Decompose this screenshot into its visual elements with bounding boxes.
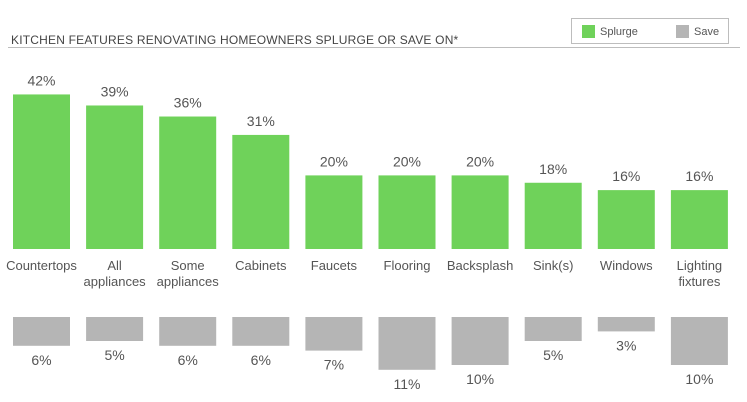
splurge-bar: [13, 94, 70, 249]
legend-item-save: Save: [676, 25, 719, 38]
save-value-label: 7%: [324, 357, 344, 373]
splurge-value-label: 16%: [685, 168, 713, 184]
legend-item-splurge: Splurge: [582, 25, 638, 38]
save-value-label: 10%: [466, 371, 494, 387]
save-bar: [13, 317, 70, 346]
category-label: Sink(s): [533, 258, 573, 273]
splurge-bar: [597, 190, 655, 249]
splurge-bar: [670, 190, 728, 249]
title-divider: [8, 47, 740, 48]
splurge-bar: [159, 116, 217, 250]
category-label: Flooring: [384, 258, 431, 273]
splurge-value-label: 31%: [247, 113, 275, 129]
legend-label-splurge: Splurge: [600, 25, 638, 38]
legend-swatch-splurge: [582, 25, 595, 38]
save-value-label: 3%: [616, 337, 636, 353]
save-bar: [670, 317, 728, 365]
splurge-bar: [451, 175, 509, 249]
splurge-value-label: 36%: [174, 95, 202, 111]
splurge-value-label: 20%: [466, 153, 494, 169]
splurge-value-label: 20%: [320, 153, 348, 169]
save-value-label: 5%: [104, 347, 124, 363]
save-bar: [86, 317, 144, 341]
splurge-value-label: 42%: [27, 72, 55, 88]
splurge-bar: [378, 175, 436, 249]
splurge-bar: [232, 134, 290, 249]
save-bar: [159, 317, 217, 346]
category-label: All appliances: [84, 258, 147, 289]
save-value-label: 6%: [31, 352, 51, 368]
chart-title: KITCHEN FEATURES RENOVATING HOMEOWNERS S…: [11, 33, 459, 47]
category-label: Backsplash: [447, 258, 513, 273]
save-bar: [451, 317, 509, 365]
splurge-bar: [524, 182, 582, 249]
splurge-bar: [86, 105, 144, 249]
save-value-label: 5%: [543, 347, 563, 363]
save-value-label: 10%: [685, 371, 713, 387]
save-value-label: 11%: [394, 376, 421, 392]
save-bar: [378, 317, 436, 370]
save-value-label: 6%: [251, 352, 271, 368]
splurge-value-label: 39%: [101, 83, 129, 99]
save-bar: [232, 317, 290, 346]
legend-label-save: Save: [694, 25, 720, 38]
splurge-value-label: 16%: [612, 168, 640, 184]
splurge-bar: [305, 175, 363, 249]
category-label: Cabinets: [235, 258, 287, 273]
splurge-value-label: 20%: [393, 153, 421, 169]
category-label: Lighting fixtures: [677, 258, 723, 289]
save-bar: [597, 317, 655, 332]
category-label: Faucets: [311, 258, 358, 273]
legend-swatch-save: [676, 25, 689, 38]
category-label: Windows: [600, 258, 653, 273]
category-label: Countertops: [6, 258, 77, 273]
save-value-label: 6%: [178, 352, 198, 368]
legend: Splurge Save: [571, 18, 729, 44]
save-bar: [305, 317, 363, 351]
splurge-value-label: 18%: [539, 161, 567, 177]
save-bar: [524, 317, 582, 341]
category-label: Some appliances: [157, 258, 220, 289]
